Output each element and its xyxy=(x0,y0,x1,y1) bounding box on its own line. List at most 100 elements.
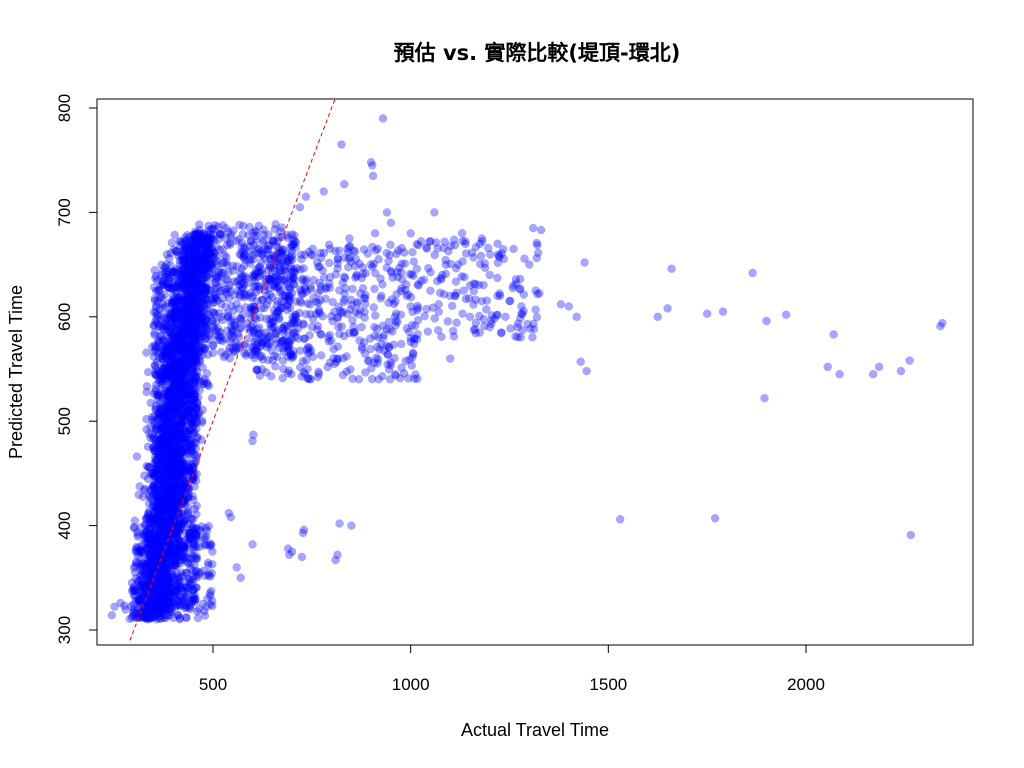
scatter-point xyxy=(142,414,151,424)
scatter-point xyxy=(496,328,506,338)
scatter-point xyxy=(154,562,164,571)
scatter-point xyxy=(202,251,211,260)
scatter-point xyxy=(188,309,197,318)
scatter-point xyxy=(125,614,135,624)
scatter-point xyxy=(120,601,129,610)
scatter-point xyxy=(149,565,158,574)
scatter-point xyxy=(162,370,172,380)
scatter-point xyxy=(158,432,167,441)
scatter-point xyxy=(156,369,165,378)
scatter-point xyxy=(149,541,158,551)
scatter-point xyxy=(157,383,166,393)
scatter-point xyxy=(185,312,195,322)
scatter-point xyxy=(161,516,170,525)
scatter-point xyxy=(153,466,163,475)
scatter-point xyxy=(175,430,185,439)
scatter-point xyxy=(170,491,179,500)
scatter-point xyxy=(511,275,521,284)
scatter-point xyxy=(156,608,166,618)
scatter-point xyxy=(170,278,180,287)
scatter-point xyxy=(192,231,202,240)
scatter-point xyxy=(513,322,522,332)
scatter-point xyxy=(171,527,181,537)
scatter-point xyxy=(151,405,161,414)
scatter-point xyxy=(197,266,207,276)
scatter-point xyxy=(165,407,175,416)
scatter-point xyxy=(297,552,307,562)
scatter-point xyxy=(208,308,218,317)
scatter-point xyxy=(150,341,159,350)
scatter-point xyxy=(170,304,180,313)
scatter-point xyxy=(338,370,348,380)
scatter-point xyxy=(189,472,199,481)
scatter-point xyxy=(306,250,316,259)
scatter-point xyxy=(189,324,198,333)
scatter-point xyxy=(148,491,158,500)
scatter-point xyxy=(505,296,514,306)
scatter-point xyxy=(161,523,171,533)
scatter-point xyxy=(205,273,215,282)
scatter-point xyxy=(134,595,143,605)
scatter-point xyxy=(346,305,355,314)
scatter-point xyxy=(151,606,160,615)
scatter-point xyxy=(152,600,162,610)
scatter-point xyxy=(328,297,337,307)
scatter-point xyxy=(156,443,166,453)
scatter-point xyxy=(259,230,269,239)
scatter-point xyxy=(129,584,138,593)
scatter-point xyxy=(193,288,203,297)
scatter-point xyxy=(165,433,175,443)
scatter-point xyxy=(163,430,173,439)
scatter-point xyxy=(188,446,197,456)
scatter-point xyxy=(168,396,178,405)
scatter-point xyxy=(580,258,589,267)
scatter-point xyxy=(461,249,471,258)
scatter-point xyxy=(200,256,209,266)
scatter-point xyxy=(176,396,185,405)
scatter-point xyxy=(162,407,171,416)
scatter-point xyxy=(405,269,415,279)
scatter-point xyxy=(176,396,185,406)
scatter-point xyxy=(164,274,173,283)
scatter-point xyxy=(168,470,178,479)
scatter-point xyxy=(152,598,161,608)
scatter-point xyxy=(202,378,212,388)
scatter-point xyxy=(173,489,182,498)
scatter-point xyxy=(235,220,244,230)
scatter-point xyxy=(197,380,207,389)
scatter-point xyxy=(180,384,190,394)
scatter-point xyxy=(192,284,202,293)
scatter-point xyxy=(185,261,194,270)
scatter-point xyxy=(190,246,199,255)
scatter-point xyxy=(157,583,166,593)
scatter-point xyxy=(457,229,467,238)
scatter-point xyxy=(141,581,150,591)
scatter-point xyxy=(199,256,208,266)
scatter-point xyxy=(161,495,170,505)
scatter-point xyxy=(177,373,187,383)
scatter-point xyxy=(172,453,181,463)
scatter-point xyxy=(175,325,185,334)
scatter-point xyxy=(150,607,159,617)
scatter-point xyxy=(160,432,169,442)
scatter-point xyxy=(177,284,186,293)
scatter-point xyxy=(204,221,213,231)
scatter-point xyxy=(144,463,153,472)
scatter-point xyxy=(189,350,198,360)
scatter-point xyxy=(145,531,155,541)
scatter-point xyxy=(476,251,486,261)
scatter-point xyxy=(147,513,156,522)
scatter-point xyxy=(189,260,199,269)
scatter-point xyxy=(171,246,181,256)
scatter-point xyxy=(151,274,160,283)
scatter-point xyxy=(184,323,194,333)
scatter-point xyxy=(465,281,475,290)
scatter-point xyxy=(166,579,175,589)
x-tick-label: 2000 xyxy=(787,675,825,694)
scatter-point xyxy=(140,520,150,529)
scatter-point xyxy=(147,430,157,439)
y-tick-label: 600 xyxy=(55,303,74,331)
scatter-point xyxy=(177,280,187,289)
scatter-point xyxy=(155,528,165,538)
scatter-point xyxy=(265,333,274,342)
